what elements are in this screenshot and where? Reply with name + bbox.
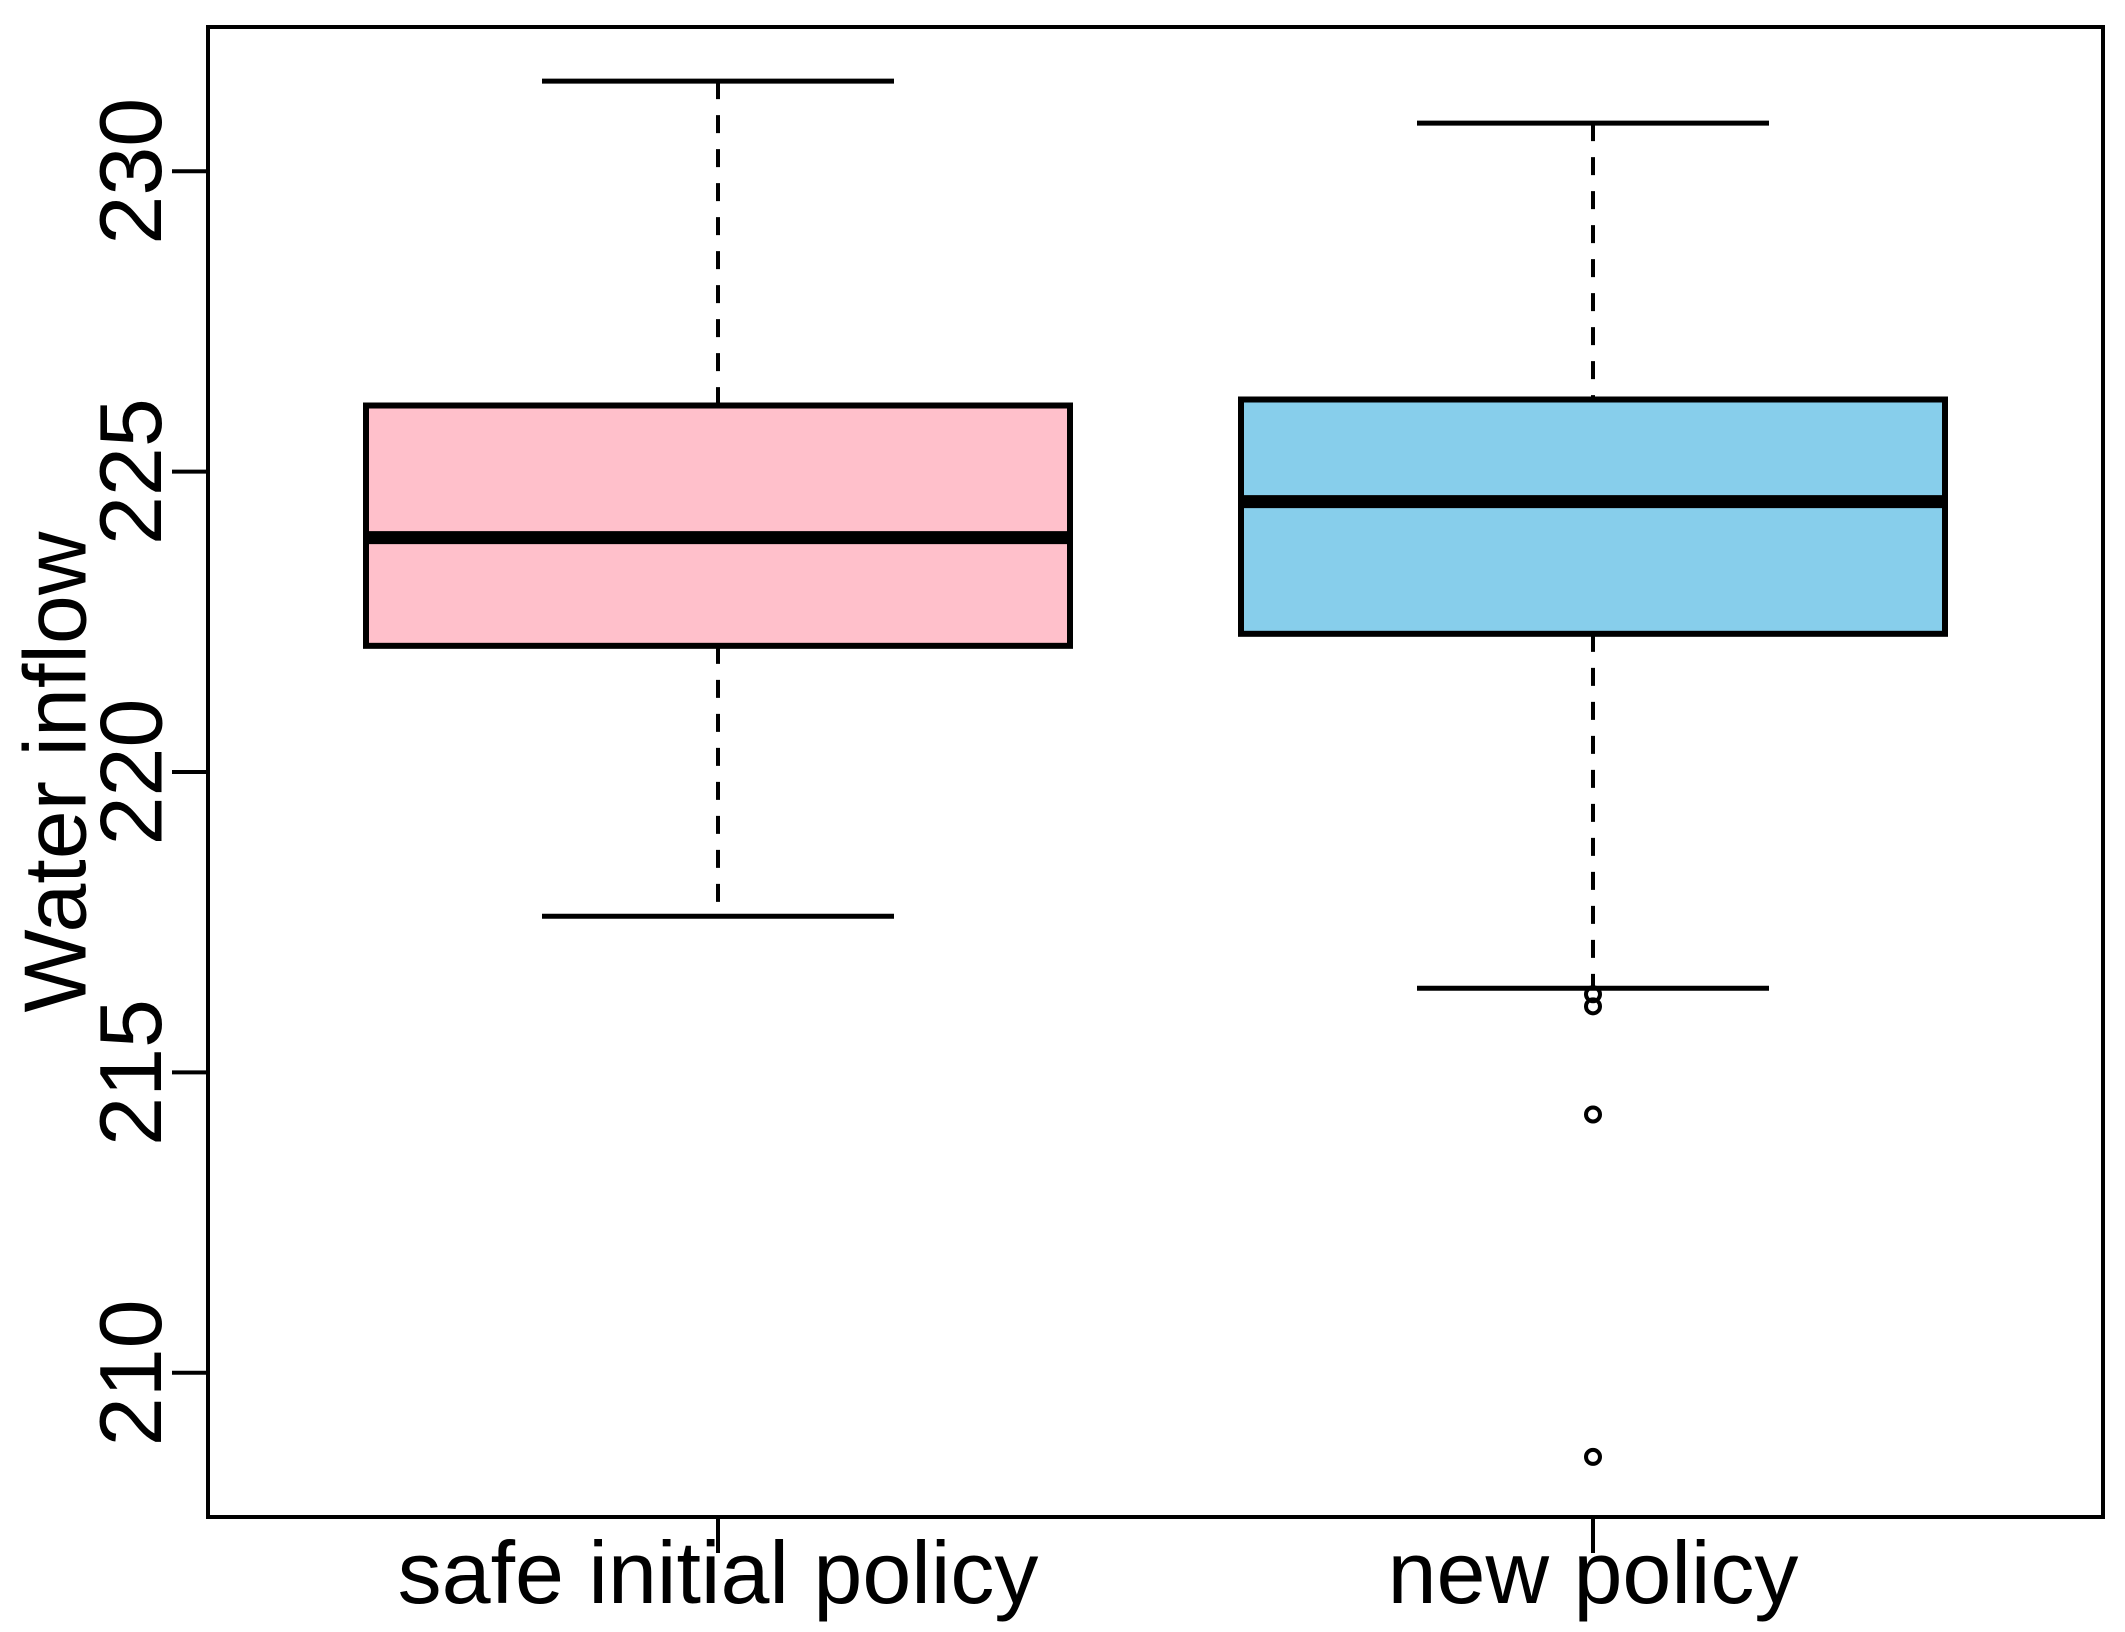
x-axis-label: safe initial policy	[398, 1523, 1039, 1622]
y-axis-tick-label: 225	[81, 398, 180, 545]
boxplot-group-1	[363, 78, 1073, 919]
plot-border	[206, 25, 2105, 1519]
plot-frame	[206, 25, 2105, 1519]
outlier-point	[1584, 1447, 1602, 1466]
y-axis-tick-label: 215	[81, 999, 180, 1146]
x-axis-label: new policy	[1388, 1523, 1799, 1622]
y-axis: 210 215 220 225 230	[81, 98, 208, 1446]
y-axis-tick-label: 220	[81, 699, 180, 846]
outlier-point	[1584, 1105, 1602, 1124]
iqr-box	[1238, 396, 1948, 637]
iqr-box	[363, 402, 1073, 649]
x-axis: safe initial policy new policy	[398, 1517, 1799, 1622]
y-axis-tick-label: 210	[81, 1299, 180, 1446]
y-axis-title: Water inflow	[5, 531, 104, 1012]
outlier-point	[1584, 997, 1602, 1016]
y-axis-tick-label: 230	[81, 98, 180, 245]
boxplot-group-2	[1238, 120, 1948, 1466]
boxplot-series	[363, 78, 1948, 1466]
